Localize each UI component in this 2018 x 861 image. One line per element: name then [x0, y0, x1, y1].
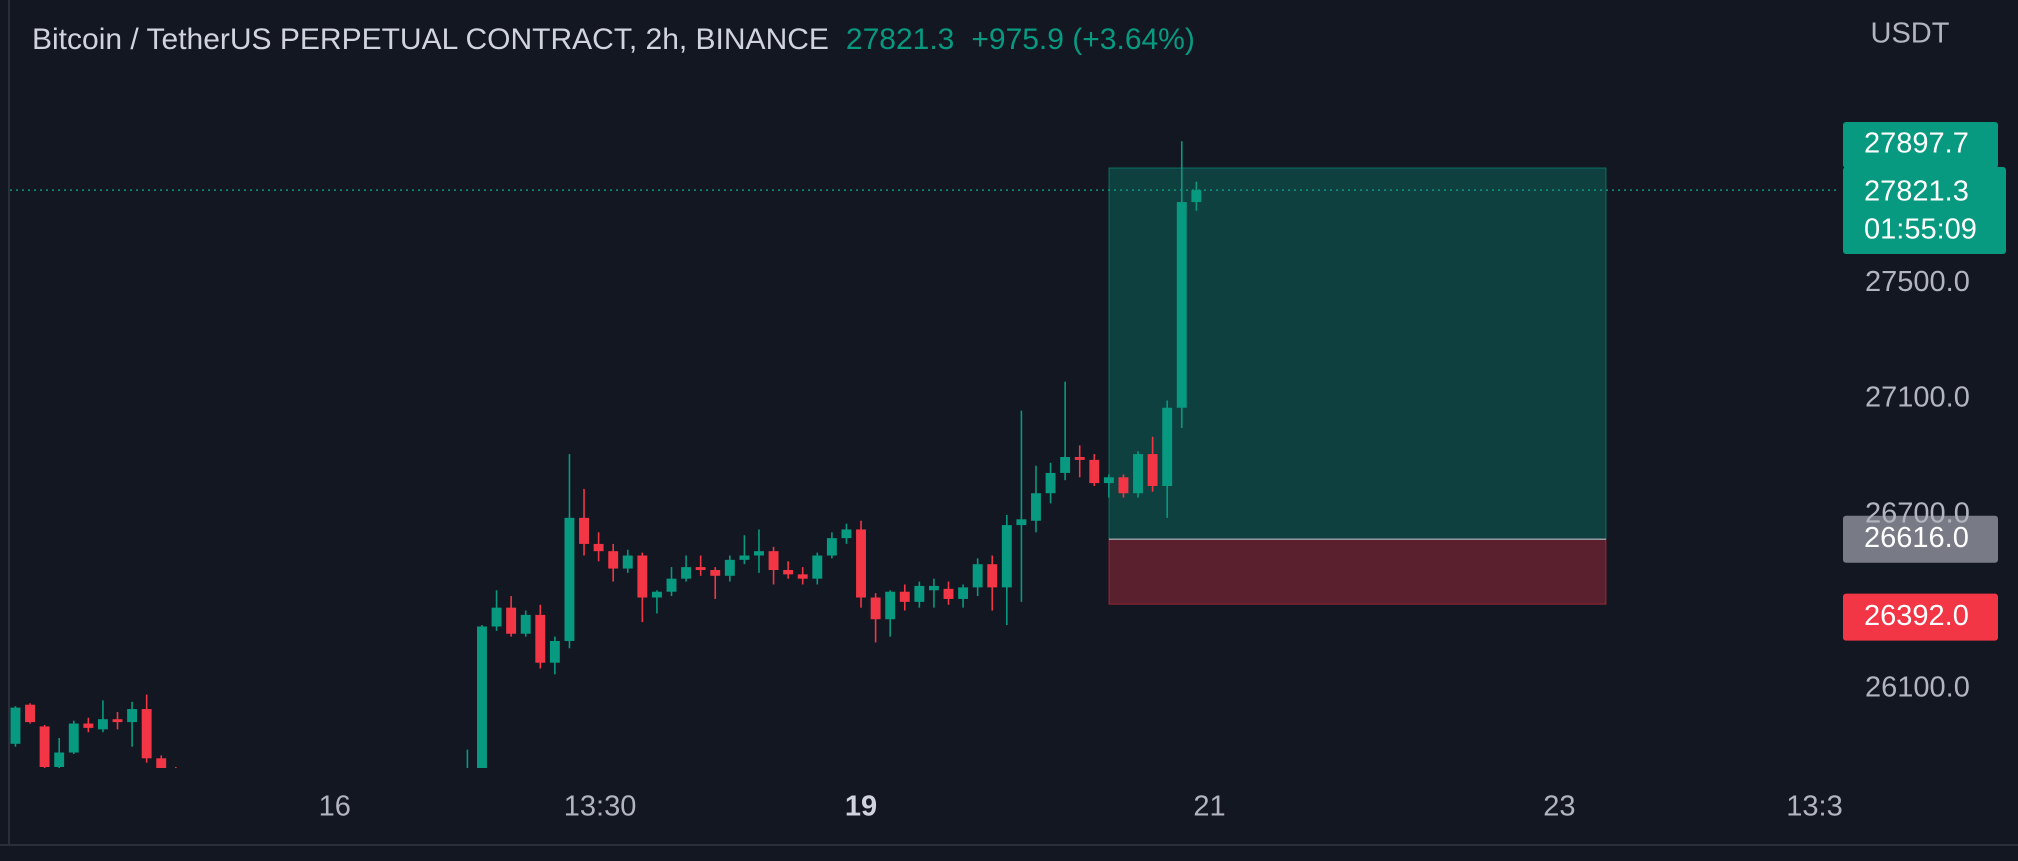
candle-body [622, 555, 633, 569]
candle-body [1045, 472, 1056, 494]
candle-body [928, 585, 939, 591]
candle-body [651, 591, 662, 598]
header-change: +975.9 (+3.64%) [971, 23, 1195, 56]
candle-body [1133, 454, 1143, 494]
candle-body [958, 587, 969, 599]
candle-body [870, 597, 881, 620]
candle-body [68, 723, 79, 753]
chart-title: Bitcoin / TetherUS PERPETUAL CONTRACT, 2… [32, 23, 829, 56]
candle-body [899, 591, 910, 602]
candle-body [1074, 457, 1085, 460]
x-tick-label: 19 [845, 791, 877, 823]
candle-body [564, 517, 575, 641]
x-tick-label: 16 [319, 791, 351, 823]
candle-body [1031, 493, 1041, 521]
candle-body [637, 555, 648, 598]
candle-body [783, 569, 794, 575]
header-price: 27821.3 [846, 23, 954, 56]
candle-body [768, 551, 779, 570]
candle-body [141, 709, 152, 759]
stop-price-box [1843, 593, 1998, 641]
candle-body [856, 529, 866, 598]
candle-body [112, 719, 123, 723]
candle-body [987, 564, 998, 588]
stop-price-label: 26392.0 [1864, 600, 1969, 632]
candle-body [10, 707, 21, 744]
x-tick-label: 13:30 [564, 791, 637, 823]
candle-body [739, 555, 750, 560]
loss-zone [1108, 538, 1607, 605]
candle-body [710, 569, 721, 576]
candle-body [695, 567, 706, 570]
candle-body [1147, 454, 1158, 486]
candle-body [681, 567, 692, 579]
countdown-label: 01:55:09 [1864, 214, 1977, 246]
candle-body [593, 543, 604, 552]
y-tick-label: 27500.0 [1865, 266, 1970, 298]
candle-body [754, 551, 764, 556]
candle-body [127, 709, 138, 723]
y-tick-label: 26100.0 [1865, 671, 1970, 703]
candle-body [1118, 477, 1129, 494]
candle-body [841, 529, 852, 539]
last-price-box [1843, 167, 2006, 254]
entry-price-box [1843, 515, 1998, 563]
candle-body [1191, 190, 1202, 203]
target-price-label: 27897.7 [1864, 128, 1969, 160]
candle-body [943, 588, 954, 599]
candle-body [491, 607, 502, 627]
candle-body [579, 517, 589, 544]
candle-body [506, 607, 517, 634]
candle-body [826, 538, 837, 556]
x-tick-label: 23 [1543, 791, 1575, 823]
candle-body [885, 591, 896, 620]
candle-body [1001, 525, 1012, 588]
y-tick-label: 27100.0 [1865, 382, 1970, 414]
candle-body [83, 723, 94, 728]
candle-body [25, 704, 35, 723]
candle-body [535, 614, 546, 663]
candle-body [1176, 202, 1187, 408]
candle-body [1060, 457, 1071, 473]
candle-body [724, 559, 735, 576]
entry-price-label: 26616.0 [1864, 522, 1969, 554]
candle-body [156, 758, 167, 768]
candle-body [54, 752, 65, 767]
candle-body [1103, 477, 1114, 484]
last-price-label: 27821.3 [1864, 176, 1969, 208]
candle-body [1089, 459, 1100, 484]
candle-body [549, 640, 560, 663]
overlay: 27897.7 27821.3 01:55:09 26616.0 26392.0 [1843, 121, 2006, 641]
y-axis-label: USDT [1871, 18, 1950, 50]
candle-body [477, 626, 487, 768]
y-tick-label: 26700.0 [1865, 498, 1970, 530]
candle-body [914, 585, 925, 602]
candle-body [608, 551, 619, 569]
x-tick-label: 13:3 [1786, 791, 1842, 823]
target-price-box [1843, 121, 1998, 168]
candle-body [1016, 519, 1027, 526]
profit-zone [1108, 167, 1607, 540]
candle-body [97, 719, 108, 730]
plot-area [10, 141, 1840, 768]
candle-body [520, 614, 531, 634]
candle-body [666, 578, 677, 592]
candle-body [972, 564, 983, 588]
candle-body [797, 574, 808, 579]
candle-body [1162, 407, 1173, 486]
candle-body [812, 555, 823, 579]
x-tick-label: 21 [1193, 791, 1225, 823]
candle-body [39, 726, 50, 767]
